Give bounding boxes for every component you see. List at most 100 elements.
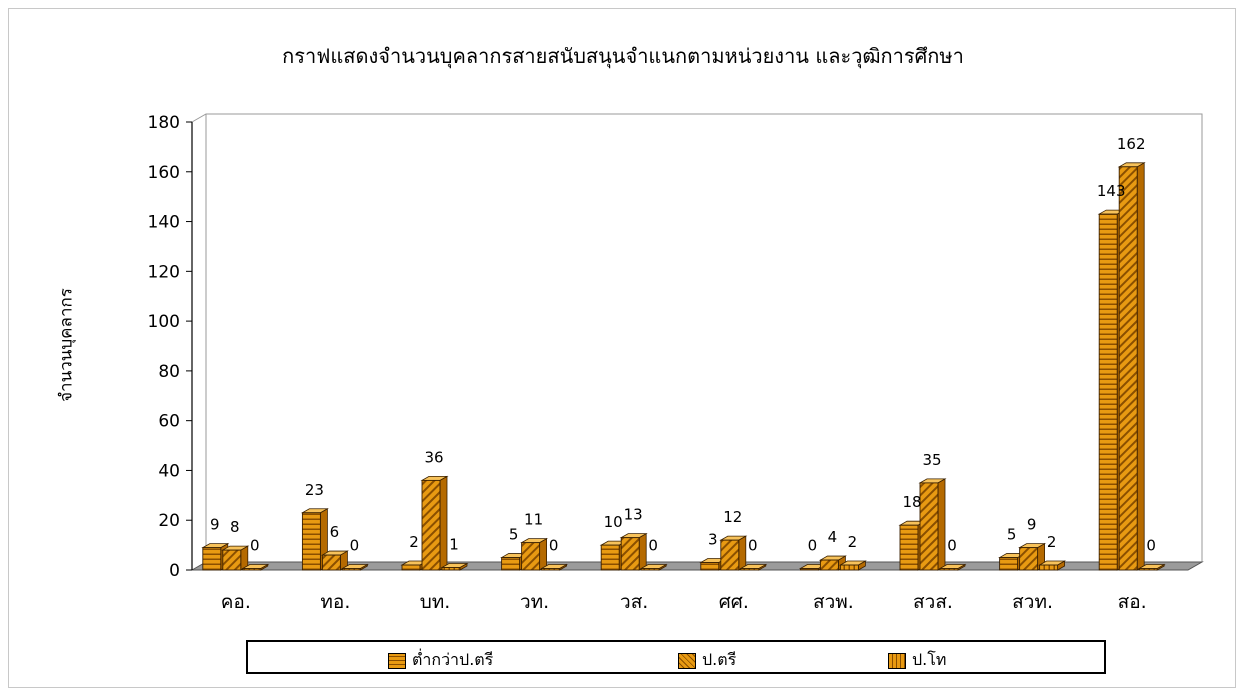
bar-bachelor <box>420 475 449 571</box>
y-tick-label: 0 <box>169 561 180 581</box>
data-label: 0 <box>808 537 818 555</box>
x-tick-label: สวท. <box>1012 591 1053 613</box>
chart-frame <box>8 8 1236 688</box>
bar-front <box>401 564 421 571</box>
bar-master <box>938 563 967 571</box>
data-label: 1 <box>449 536 459 554</box>
bar-below-bachelor <box>300 508 329 571</box>
data-label: 162 <box>1117 135 1146 153</box>
data-label: 0 <box>250 537 260 555</box>
legend-label: ป.ตรี <box>702 650 737 669</box>
data-label: 9 <box>210 516 220 534</box>
legend-item-bachelor: ป.ตรี <box>678 648 736 673</box>
bar-front <box>1039 564 1059 571</box>
legend-swatch-diagonal-icon <box>678 652 696 669</box>
bar-side <box>937 478 946 571</box>
data-label: 13 <box>624 506 643 524</box>
bar-front <box>640 568 660 571</box>
data-label: 36 <box>424 448 443 466</box>
data-label: 18 <box>902 493 921 511</box>
y-tick-label: 100 <box>148 312 180 332</box>
bar-front <box>441 567 461 571</box>
bar-front <box>740 568 760 571</box>
bar-front <box>720 539 740 571</box>
y-tick-label: 20 <box>158 511 180 531</box>
bar-master <box>639 563 668 571</box>
x-tick-label: คอ. <box>221 591 251 613</box>
data-label: 12 <box>723 508 742 526</box>
bar-front <box>1019 547 1039 571</box>
chart-legend: ต่ำกว่าป.ตรี ป.ตรี ป.โท <box>246 640 1106 674</box>
bar-master <box>739 563 768 571</box>
bar-front <box>799 568 819 571</box>
bar-master <box>440 562 469 571</box>
bar-front <box>202 547 222 571</box>
bar-bachelor <box>520 537 549 571</box>
y-tick-label: 80 <box>158 362 180 382</box>
bar-front <box>501 557 521 571</box>
x-tick-label: สอ. <box>1118 591 1147 613</box>
x-tick-label: สวส. <box>913 591 953 613</box>
data-label: 0 <box>947 537 957 555</box>
x-tick-label: ทอ. <box>320 591 350 613</box>
x-tick-label: บท. <box>420 591 451 613</box>
data-label: 35 <box>922 451 941 469</box>
data-label: 5 <box>1007 526 1017 544</box>
bar-master <box>838 560 867 571</box>
data-label: 0 <box>350 537 360 555</box>
legend-item-master: ป.โท <box>888 648 946 673</box>
bar-front <box>839 564 859 571</box>
bar-side <box>439 475 448 571</box>
y-tick-label: 60 <box>158 412 180 432</box>
legend-swatch-horizontal-icon <box>388 652 406 669</box>
plot-back-wall <box>191 113 1203 562</box>
bar-front <box>620 537 640 571</box>
bar-front <box>899 524 919 571</box>
bar-front <box>242 568 262 571</box>
data-label: 0 <box>1146 537 1156 555</box>
bar-front <box>1098 213 1118 571</box>
x-tick-label: ศศ. <box>719 591 749 613</box>
data-label: 0 <box>549 537 559 555</box>
bar-front <box>521 542 541 571</box>
bar-master <box>540 563 569 571</box>
bar-bachelor <box>1018 542 1047 571</box>
data-label: 23 <box>305 481 324 499</box>
chart-title: กราฟแสดงจำนวนบุคลากรสายสนับสนุนจำแนกตามห… <box>282 44 964 68</box>
bar-front <box>421 479 441 571</box>
y-tick-label: 140 <box>148 213 180 233</box>
bar-master <box>1137 563 1166 571</box>
bar-front <box>919 482 939 571</box>
bar-master <box>1038 560 1067 571</box>
y-tick-label: 160 <box>148 163 180 183</box>
bar-front <box>819 559 839 571</box>
bar-front <box>222 549 242 571</box>
y-tick-label: 180 <box>148 113 180 133</box>
bar-side <box>738 535 747 571</box>
bar-bachelor <box>918 478 947 571</box>
legend-label: ป.โท <box>912 650 947 669</box>
bar-bachelor <box>719 535 748 571</box>
data-label: 5 <box>509 526 519 544</box>
y-tick-label: 120 <box>148 262 180 282</box>
data-label: 6 <box>330 523 340 541</box>
bar-front <box>301 512 321 571</box>
data-label: 9 <box>1027 516 1037 534</box>
data-label: 143 <box>1097 182 1126 200</box>
bar-bachelor <box>619 532 648 571</box>
legend-swatch-vertical-icon <box>888 652 906 669</box>
x-tick-label: สวพ. <box>813 591 854 613</box>
bar-front <box>939 568 959 571</box>
bar-master <box>340 563 369 571</box>
bar-bachelor <box>221 545 250 571</box>
bar-side <box>1136 162 1145 571</box>
bar-bachelor <box>1117 162 1146 571</box>
data-label: 0 <box>648 537 658 555</box>
legend-item-below-bachelor: ต่ำกว่าป.ตรี <box>388 648 493 673</box>
bar-master <box>241 563 270 571</box>
data-label: 4 <box>828 528 838 546</box>
legend-label: ต่ำกว่าป.ตรี <box>412 650 494 669</box>
bar-front <box>341 568 361 571</box>
data-label: 2 <box>848 533 858 551</box>
bar-front <box>700 562 720 571</box>
